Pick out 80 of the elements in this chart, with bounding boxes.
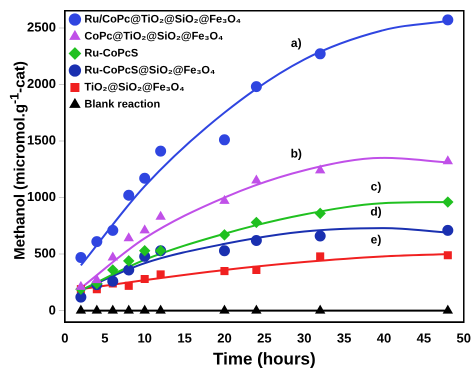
point	[252, 266, 260, 274]
x-tick-label: 5	[101, 330, 108, 346]
point	[123, 190, 134, 201]
point	[139, 172, 150, 184]
x-tick-label: 40	[376, 330, 392, 346]
x-tick-label: 0	[61, 330, 69, 346]
x-tick-label: 45	[416, 330, 432, 346]
point	[314, 208, 326, 219]
point	[124, 232, 134, 242]
point	[92, 274, 102, 284]
point	[108, 252, 118, 260]
point	[140, 224, 150, 234]
point	[314, 230, 326, 242]
point	[444, 251, 452, 260]
point	[156, 211, 166, 220]
point	[442, 14, 454, 26]
annotation: e)	[370, 232, 382, 247]
legend-label: CoPc@TiO₂@SiO₂@Fe₃O₄	[84, 30, 224, 43]
point	[140, 305, 150, 314]
point	[315, 164, 326, 174]
point	[75, 292, 86, 303]
point	[107, 264, 118, 276]
point	[220, 305, 230, 314]
point	[124, 282, 133, 290]
point	[442, 156, 453, 164]
point	[107, 276, 118, 287]
y-tick-label: 2000	[27, 76, 56, 91]
annotation: c)	[370, 179, 382, 194]
point	[252, 305, 262, 314]
point	[218, 245, 230, 256]
y-tick-label: 500	[34, 246, 56, 261]
point	[107, 224, 118, 236]
point	[442, 305, 453, 314]
legend-label: TiO₂@SiO₂@Fe₃O₄	[84, 82, 184, 94]
x-tick-label: 30	[296, 330, 312, 346]
point	[315, 305, 326, 314]
x-tick-label: 35	[336, 330, 352, 346]
point	[218, 134, 230, 146]
annotation: b)	[290, 146, 302, 161]
x-tick-label: 20	[217, 330, 232, 346]
point	[155, 146, 166, 157]
point	[139, 245, 150, 256]
x-axis-title: Time (hours)	[213, 349, 316, 368]
y-tick-label: 1500	[27, 132, 56, 148]
point	[123, 264, 134, 276]
point	[250, 81, 262, 92]
point	[156, 305, 166, 314]
point	[442, 196, 454, 208]
legend-label: Ru-CoPcS@SiO₂@Fe₃O₄	[84, 64, 216, 77]
point	[156, 270, 165, 279]
point	[92, 305, 102, 314]
legend-label: Blank reaction	[84, 98, 161, 111]
point	[108, 305, 118, 314]
y-tick-label: 2500	[27, 19, 56, 34]
point	[91, 236, 102, 248]
x-tick-label: 15	[177, 330, 192, 346]
point	[123, 255, 134, 266]
point	[220, 195, 230, 204]
point	[75, 252, 86, 263]
point	[252, 175, 262, 184]
x-tick-label: 50	[456, 330, 472, 346]
x-tick-label: 10	[137, 330, 152, 346]
point	[314, 48, 326, 60]
point	[316, 252, 324, 260]
x-tick-label: 25	[257, 330, 272, 346]
point	[220, 267, 228, 276]
annotation: d)	[370, 204, 382, 218]
point	[140, 274, 149, 284]
legend-label: Ru-CoPcS	[84, 48, 138, 60]
point	[250, 235, 262, 246]
legend-label: Ru/CoPc@TiO₂@SiO₂@Fe₃O₄	[84, 14, 242, 26]
point	[76, 281, 86, 290]
annotation: a)	[290, 36, 302, 50]
point	[442, 224, 454, 236]
point	[76, 305, 86, 314]
point	[218, 229, 230, 240]
point	[250, 216, 262, 228]
y-tick-label: 1000	[27, 189, 56, 204]
y-tick-label: 0	[48, 302, 56, 318]
point	[124, 305, 134, 314]
